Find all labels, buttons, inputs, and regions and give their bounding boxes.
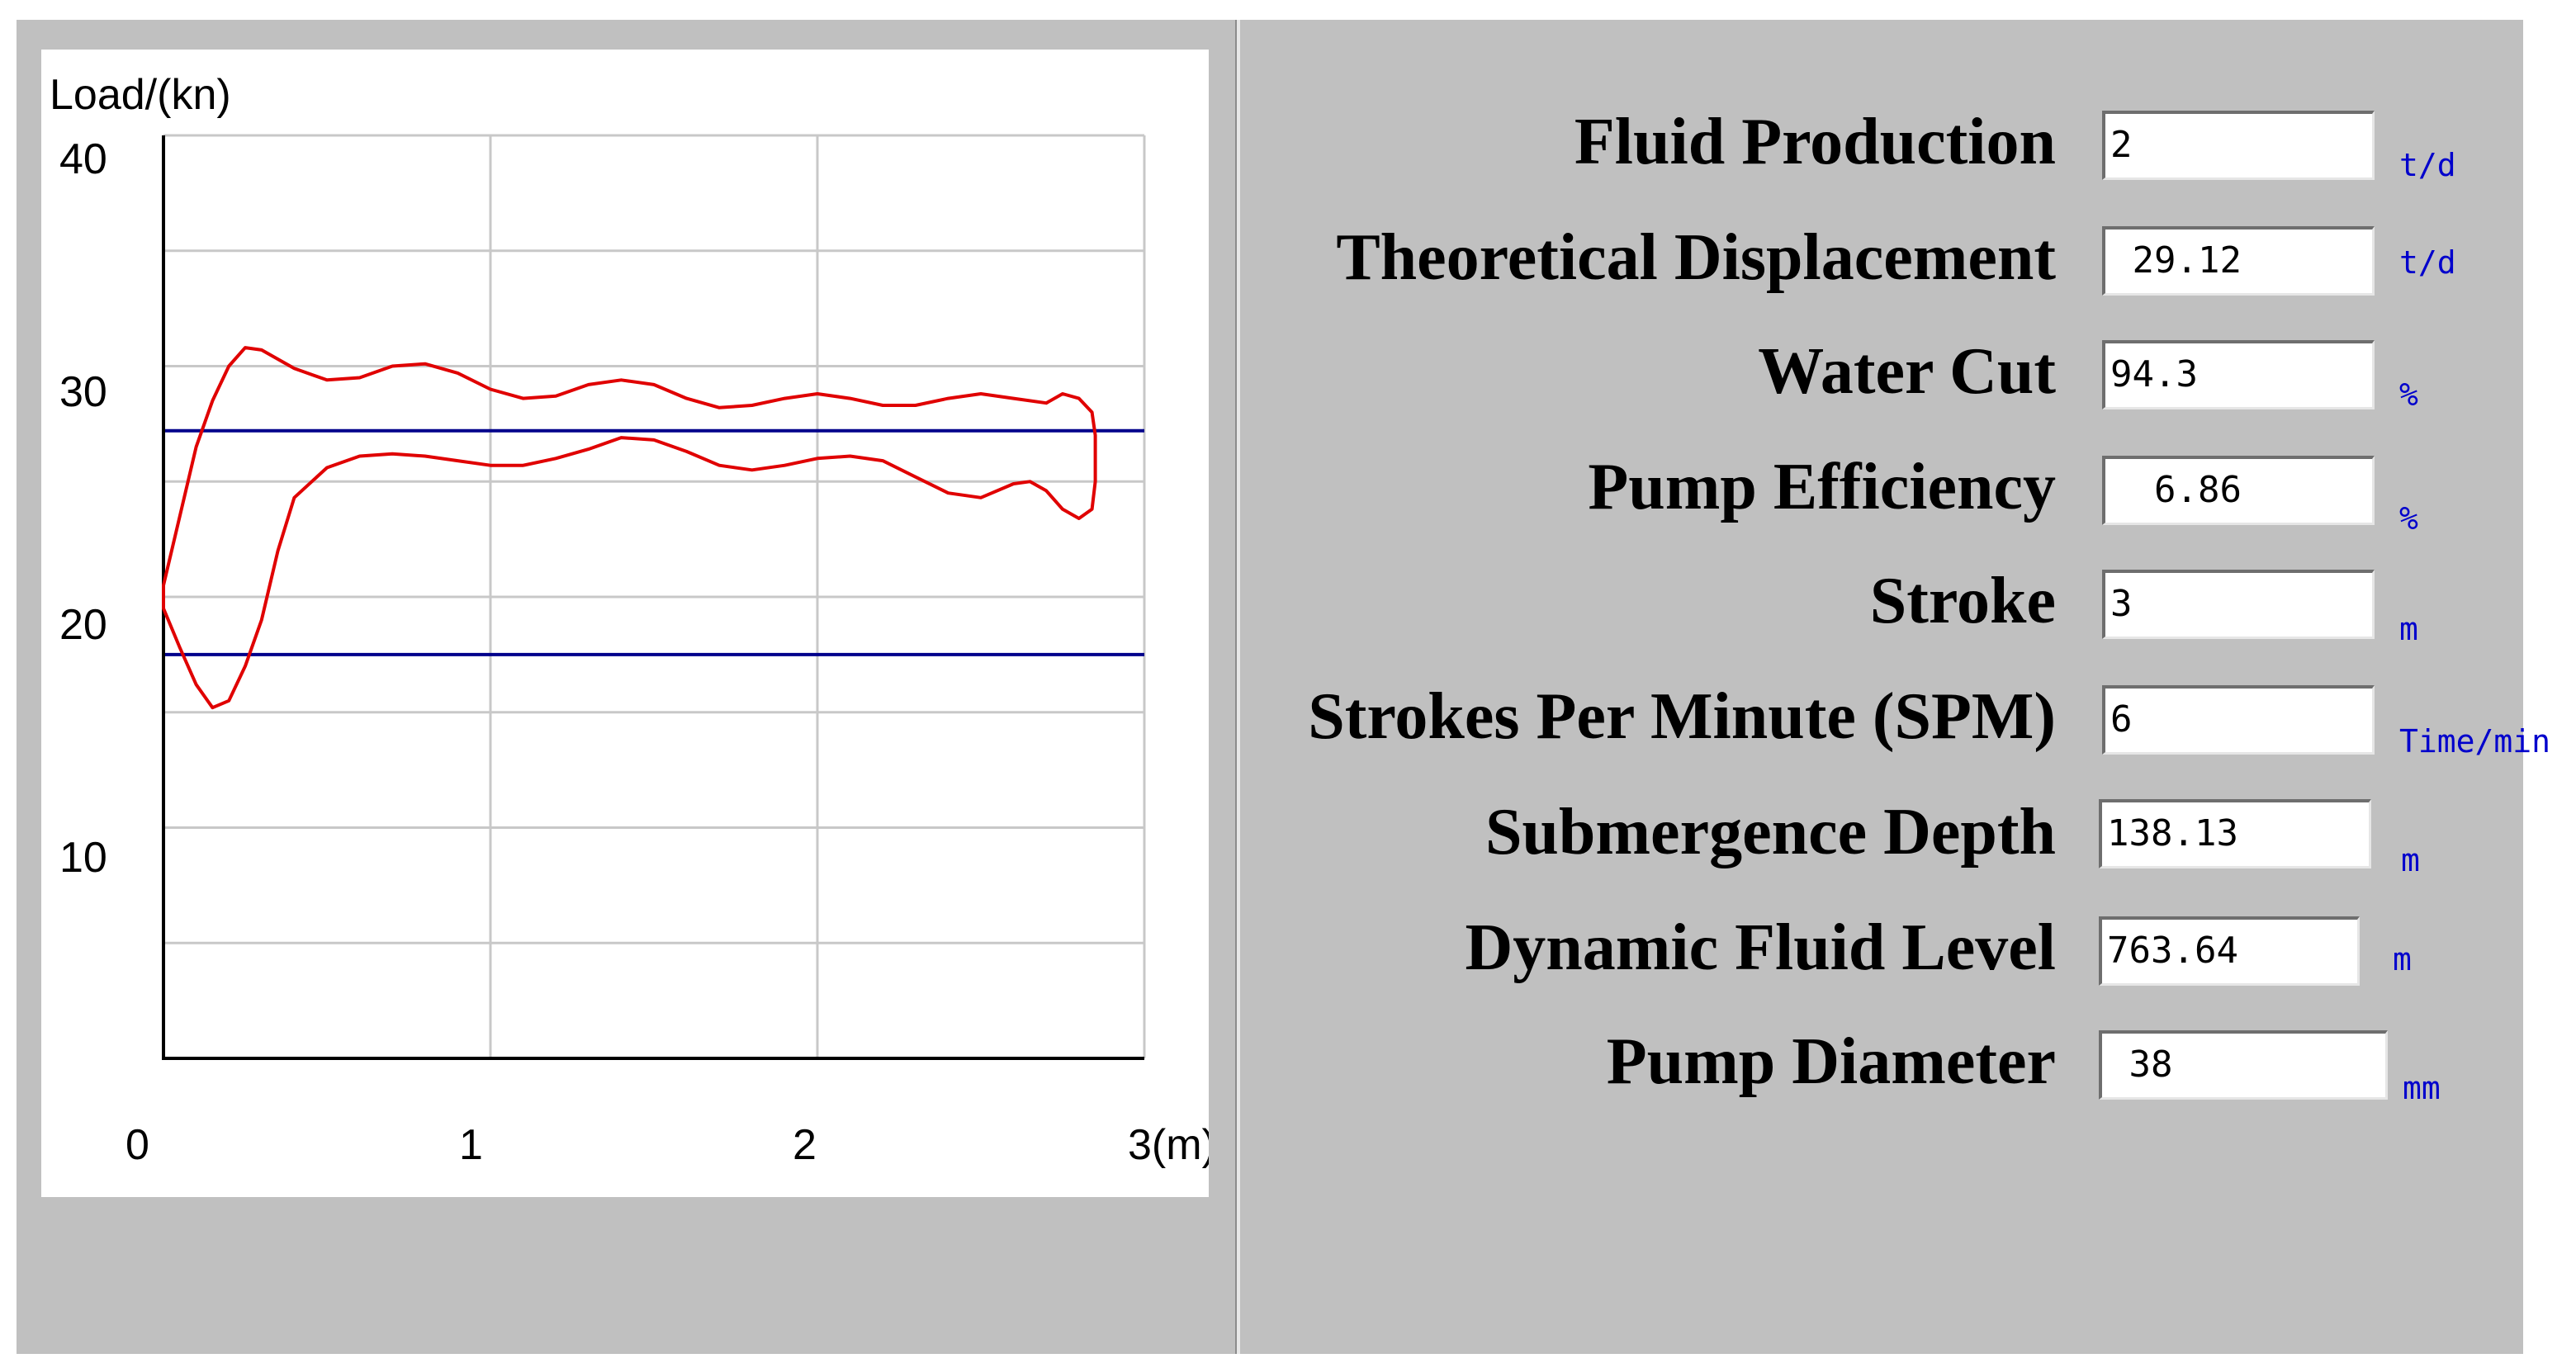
strokes-per-minute-input[interactable]: 6 [2102,685,2375,755]
strokes-per-minute-label: Strokes Per Minute (SPM) [1308,680,2056,753]
well-parameters-panel: Fluid Production 2 t/d Theoretical Displ… [1238,0,2576,1363]
chart-series [162,346,1097,710]
y-tick-label: 20 [59,601,107,649]
dynamic-fluid-level-label: Dynamic Fluid Level [1465,911,2056,984]
theoretical-displacement-unit: t/d [2399,244,2456,281]
water-cut-input[interactable]: 94.3 [2102,340,2375,409]
x-tick-label: 2 [793,1121,817,1169]
dynamometer-chart: Load/(kn) 40 30 20 10 0 1 2 3(m) [50,71,1209,1169]
x-tick-label: 0 [125,1121,149,1169]
strokes-per-minute-unit: Time/min [2399,723,2551,760]
water-cut-unit: % [2399,376,2418,413]
y-tick-label: 40 [59,135,107,183]
theoretical-displacement-input[interactable]: 29.12 [2102,226,2375,296]
fluid-production-input[interactable]: 2 [2102,111,2375,180]
y-tick-label: 30 [59,368,107,416]
pump-diameter-unit: mm [2403,1070,2441,1106]
pump-efficiency-unit: % [2399,500,2418,537]
pump-diameter-label: Pump Diameter [1606,1025,2056,1098]
stroke-unit: m [2399,611,2418,647]
x-tick-label: 1 [459,1121,483,1169]
dynamic-fluid-level-unit: m [2393,941,2412,977]
water-cut-label: Water Cut [1758,335,2056,408]
x-axis-end-label: 3(m) [1128,1121,1209,1169]
submergence-depth-label: Submergence Depth [1485,796,2056,868]
chart-reference-lines [163,428,1144,656]
stroke-input[interactable]: 3 [2102,570,2375,639]
dynamometer-chart-panel: Load/(kn) 40 30 20 10 0 1 2 3(m) [41,50,1209,1197]
stroke-label: Stroke [1869,565,2056,637]
pump-diameter-input[interactable]: 38 [2099,1030,2388,1100]
chart-tick-labels: Load/(kn) 40 30 20 10 0 1 2 3(m) [50,71,1209,1169]
panel-divider [1235,20,1240,1354]
y-axis-title: Load/(kn) [50,71,231,119]
fluid-production-label: Fluid Production [1574,106,2056,178]
fluid-production-unit: t/d [2399,147,2456,183]
pump-efficiency-label: Pump Efficiency [1588,451,2056,523]
dynamic-fluid-level-input[interactable]: 763.64 [2099,916,2360,986]
submergence-depth-unit: m [2401,842,2420,878]
series-dynamometer-card [162,346,1097,710]
theoretical-displacement-label: Theoretical Displacement [1336,221,2056,294]
pump-efficiency-input[interactable]: 6.86 [2102,456,2375,525]
y-tick-label: 10 [59,834,107,882]
chart-grid [163,134,1146,1058]
submergence-depth-input[interactable]: 138.13 [2099,799,2371,868]
